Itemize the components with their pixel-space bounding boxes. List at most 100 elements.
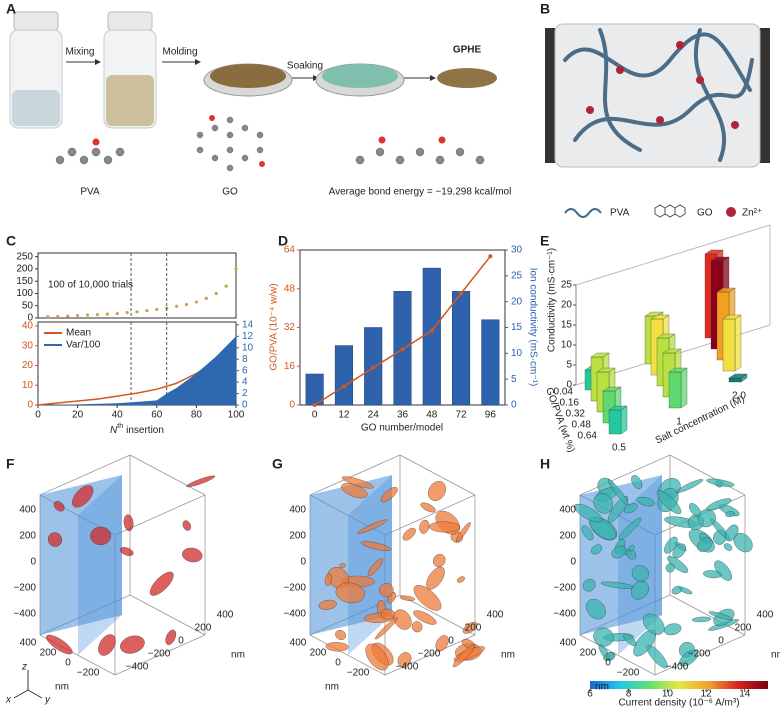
triad-axis bbox=[13, 689, 29, 699]
particle bbox=[573, 503, 603, 523]
y-tick-label: 32 bbox=[284, 322, 296, 333]
z-tick-label: 200 bbox=[289, 531, 306, 542]
step-label: Molding bbox=[162, 47, 197, 58]
particle bbox=[665, 563, 675, 573]
triad-label: z bbox=[21, 662, 27, 673]
bar bbox=[422, 267, 441, 406]
scatter-point bbox=[214, 291, 218, 296]
particle bbox=[360, 541, 392, 551]
salt-tick-label: 1 bbox=[676, 417, 682, 428]
unit-label: nm bbox=[325, 682, 339, 693]
particle bbox=[676, 479, 704, 493]
panel-label: C bbox=[6, 233, 16, 249]
cube-edge bbox=[384, 634, 476, 676]
particle bbox=[357, 519, 388, 534]
particle bbox=[631, 565, 649, 582]
legend-label: PVA bbox=[610, 208, 630, 219]
particle bbox=[375, 617, 398, 640]
line-point bbox=[341, 384, 346, 389]
particle bbox=[120, 635, 145, 654]
panel-label: D bbox=[278, 233, 288, 249]
particle bbox=[656, 490, 682, 515]
particle bbox=[182, 520, 191, 531]
colorbar-tick-label: 12 bbox=[701, 689, 713, 700]
unit-label: nm bbox=[55, 682, 69, 693]
z-tick-label: 5 bbox=[566, 360, 572, 371]
bar-top bbox=[662, 348, 682, 354]
y-tick-label: 16 bbox=[284, 361, 296, 372]
y2-tick-label: 0 bbox=[242, 400, 248, 411]
particle bbox=[90, 526, 112, 546]
particle bbox=[419, 519, 430, 534]
bar-top bbox=[608, 405, 628, 411]
slice-plane bbox=[618, 475, 662, 655]
x-label-part: insertion bbox=[126, 425, 164, 436]
z-tick-label: 15 bbox=[561, 320, 573, 331]
x-tick-label: 400 bbox=[560, 638, 577, 649]
go-tick-label: 0.16 bbox=[560, 398, 580, 409]
particle bbox=[628, 544, 635, 552]
x-tick-label: 72 bbox=[456, 410, 468, 421]
go-tick-label: 0.04 bbox=[554, 387, 574, 398]
scatter-point bbox=[194, 300, 198, 304]
panel-label: G bbox=[272, 456, 283, 472]
particle bbox=[98, 634, 116, 656]
colorbar-label: Current density (10⁻⁶ A/m³) bbox=[618, 698, 739, 709]
particle bbox=[667, 556, 689, 573]
particle bbox=[149, 571, 174, 596]
bar bbox=[728, 377, 742, 383]
particle bbox=[399, 595, 416, 601]
y-axis-label: GO/PVA (10⁻⁴ w/w) bbox=[269, 283, 280, 370]
y-tick-label: 400 bbox=[757, 610, 774, 621]
particle bbox=[339, 563, 346, 568]
y2-tick-label: 12 bbox=[242, 331, 254, 342]
y2-tick-label: 14 bbox=[242, 320, 254, 331]
y-tick-label: 250 bbox=[16, 251, 33, 262]
particle bbox=[324, 573, 333, 587]
scatter-point bbox=[115, 311, 119, 316]
go-tick-label: 0.64 bbox=[578, 431, 598, 442]
y-tick-label: 0 bbox=[448, 636, 454, 647]
unit-label: nm bbox=[595, 682, 609, 693]
scatter-point bbox=[66, 314, 70, 318]
z-tick-label: −200 bbox=[13, 583, 36, 594]
particle bbox=[413, 610, 437, 625]
y-tick-label: 0 bbox=[27, 313, 33, 324]
particle bbox=[591, 544, 603, 555]
particle bbox=[325, 642, 349, 652]
legend-zn-swatch bbox=[726, 207, 736, 217]
particle bbox=[626, 549, 637, 560]
bond-energy: Average bond energy = −19.298 kcal/mol bbox=[329, 187, 512, 198]
triad-label: x bbox=[5, 695, 12, 706]
bar bbox=[722, 318, 736, 372]
panel-a-art bbox=[9, 11, 497, 172]
x-tick-label: 48 bbox=[426, 410, 438, 421]
bar-top bbox=[710, 256, 730, 262]
cube-edge bbox=[129, 594, 206, 636]
bar-side bbox=[620, 405, 628, 435]
salt-tick-label: 2.0 bbox=[732, 391, 746, 402]
scatter-point bbox=[56, 314, 60, 319]
step-label: Soaking bbox=[287, 61, 323, 72]
particle bbox=[413, 585, 442, 611]
salt-axis-label: Salt concentration (M) bbox=[654, 394, 747, 447]
x-tick-label: −200 bbox=[77, 668, 100, 679]
scatter-point bbox=[125, 311, 129, 315]
y2-tick-label: 0 bbox=[511, 400, 517, 411]
particle bbox=[725, 511, 735, 518]
particle bbox=[379, 583, 394, 598]
cube-edge bbox=[579, 634, 656, 676]
cube-edge bbox=[579, 454, 671, 496]
product-label: GPHE bbox=[453, 45, 482, 56]
x-axis-label: GO number/model bbox=[361, 423, 443, 434]
scatter-point bbox=[184, 302, 189, 307]
x-tick-label: 100 bbox=[228, 410, 245, 421]
particle bbox=[393, 609, 412, 630]
y2-tick-label: 2 bbox=[242, 388, 248, 399]
z-tick-label: −200 bbox=[553, 583, 576, 594]
particle bbox=[123, 514, 134, 532]
particle bbox=[435, 635, 449, 652]
x-label-part: N bbox=[110, 425, 118, 436]
scatter-point bbox=[135, 310, 139, 314]
